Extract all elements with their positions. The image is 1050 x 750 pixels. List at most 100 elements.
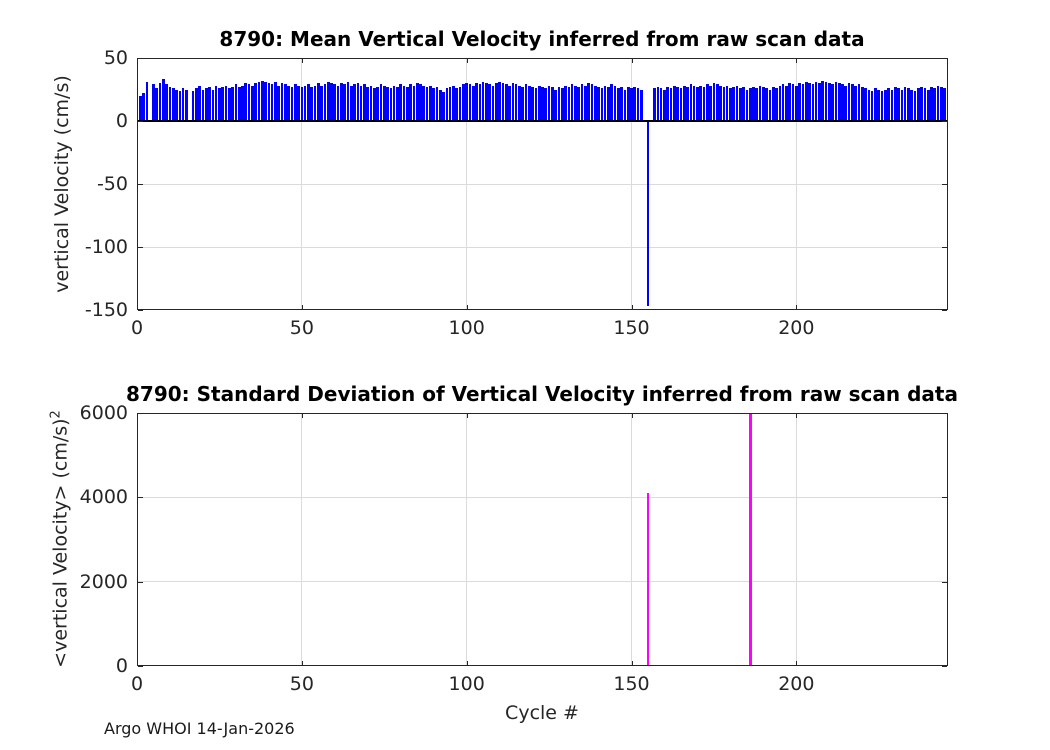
bar [762,86,765,121]
bar [729,88,732,121]
y-tick-label: 0 [115,110,128,132]
bar [702,86,706,121]
bar [847,83,851,121]
bar [567,86,571,121]
bar [317,83,320,121]
bar [884,89,887,121]
bar [524,84,528,121]
bar [844,85,848,121]
bar [666,86,670,121]
bar [808,83,811,121]
bar [343,84,346,121]
bar [181,88,185,121]
bar [336,85,340,121]
bar [630,88,633,121]
y-tick-label: 0 [115,655,128,677]
bar [831,84,834,121]
bar [620,86,623,121]
bar [560,88,564,121]
bar [669,88,673,121]
bar [422,85,426,121]
bar [425,86,429,121]
bar [870,90,874,121]
bar [811,84,815,121]
bar [699,85,703,121]
x-tick [301,661,303,666]
bar [369,85,373,121]
x-tick-top [631,413,633,418]
bar [340,83,343,121]
bar [936,85,940,121]
bar [198,85,201,121]
bar [821,80,825,121]
bar [600,88,604,121]
bar [689,84,693,121]
y-tick-right [942,58,947,59]
x-tick-label: 150 [613,673,650,695]
bar [320,85,323,121]
bar [287,85,290,121]
bar [597,86,600,121]
bar [824,81,828,121]
bar [640,89,643,121]
bar [218,88,221,121]
bar [326,81,330,121]
bar [313,85,317,121]
bar [406,86,409,121]
bar [910,89,914,121]
bar [191,90,195,121]
bar [679,88,683,121]
bar [676,86,679,121]
bar [623,89,627,121]
bar [907,88,910,121]
bar [715,84,719,121]
x-tick-top [301,58,303,63]
y-tick-right [942,413,947,414]
bar [570,84,574,121]
bar [501,83,505,121]
axes-box [137,58,948,310]
bar [696,86,699,121]
bar [791,84,795,121]
bar [877,89,881,121]
x-tick [796,305,798,310]
bar [495,83,498,121]
bar [251,85,254,121]
bar [429,85,432,121]
bar [435,86,439,121]
bar [162,79,165,121]
bar [514,84,518,121]
bar [195,88,198,121]
bar [293,84,297,121]
bar [386,86,389,121]
bar [778,85,782,121]
x-tick-label: 0 [130,673,144,695]
x-tick-label: 100 [448,317,485,339]
bar [682,85,686,121]
bar [396,86,399,121]
y-tick-label: 4000 [79,486,128,509]
bar [145,81,149,121]
y-tick-right [942,666,947,667]
bar [224,85,228,121]
bar [353,84,356,121]
bar [943,88,946,121]
bar [913,90,917,121]
bar [204,88,208,121]
bar [274,81,277,121]
bar [254,83,257,121]
bar [488,84,492,121]
y-gridline [137,496,948,498]
bar [617,88,620,121]
bar [382,85,386,121]
bar [481,81,485,121]
bar [376,86,379,121]
bar [445,88,449,121]
x-tick-label: 150 [613,317,650,339]
bar [798,83,801,121]
chart1-title: 8790: Mean Vertical Velocity inferred fr… [219,27,865,51]
x-tick [631,661,633,666]
bar [827,83,831,121]
bar [748,413,752,666]
